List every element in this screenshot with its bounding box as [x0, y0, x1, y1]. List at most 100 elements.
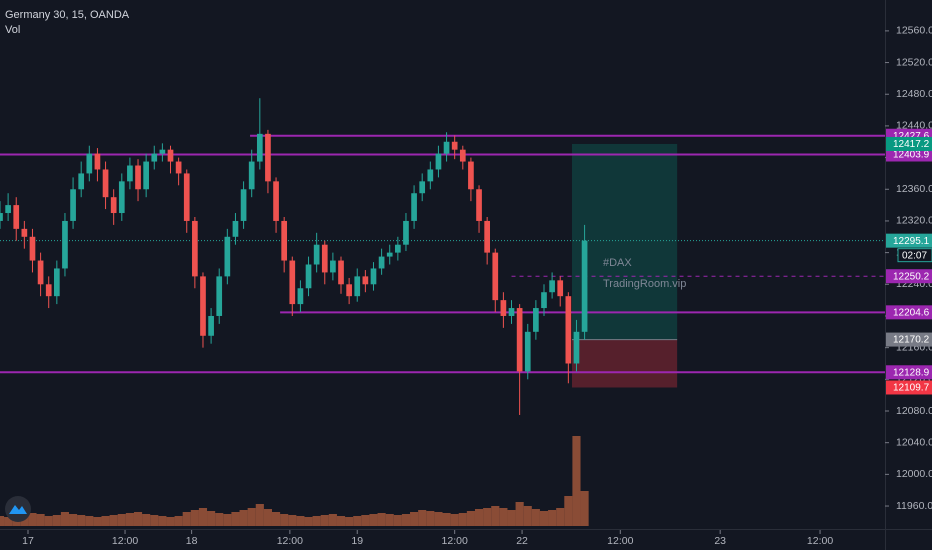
y-tick-label: 12000.0 [896, 468, 932, 480]
stop-zone [572, 339, 678, 388]
target-zone [572, 143, 678, 340]
candle-body [13, 205, 20, 229]
candle-body [37, 260, 44, 285]
candle-body [143, 161, 149, 190]
x-tick-label: 22 [516, 535, 528, 547]
volume-bar [499, 508, 508, 526]
candle-body [151, 153, 158, 162]
volume-bar [426, 511, 435, 526]
candle-body [256, 133, 263, 162]
candle-body [524, 331, 531, 372]
volume-bar [109, 515, 118, 526]
volume-bar [215, 513, 224, 526]
entry-label: 12170.2 [893, 335, 930, 346]
volume-bar [28, 513, 37, 526]
volume-bar [328, 514, 337, 526]
y-tick-label: 11960.0 [896, 500, 932, 512]
candle-body [346, 284, 352, 297]
candle-body [45, 284, 52, 297]
volume-bar [93, 517, 102, 526]
candle-body [516, 308, 523, 372]
volume-bar [361, 515, 370, 526]
volume-bar [466, 511, 475, 526]
volume-bar [393, 515, 402, 526]
volume-bar [523, 506, 532, 526]
volume-bar [474, 509, 484, 526]
candle-body [200, 276, 206, 336]
candle-body [403, 220, 409, 245]
candle-body [289, 260, 296, 305]
volume-bar [385, 514, 394, 526]
volume-bar [580, 491, 589, 526]
candle-body [273, 181, 279, 221]
volume-bar [0, 516, 5, 526]
candle-body [0, 213, 3, 221]
candle-body [5, 205, 11, 214]
candle-body [386, 252, 393, 257]
candle-body [370, 268, 377, 285]
volume-bar [442, 513, 451, 526]
candle-body [208, 315, 214, 336]
y-tick-label: 12520.0 [896, 56, 932, 68]
candle-body [62, 220, 68, 269]
candle-body [378, 256, 385, 269]
candle-body [192, 220, 198, 277]
volume-bar [133, 512, 143, 526]
volume-bar [247, 508, 256, 526]
volume-label: Vol [5, 24, 20, 36]
candle-body [476, 189, 482, 221]
logo [5, 496, 31, 522]
volume-bar [36, 514, 45, 526]
candle-body [557, 280, 564, 297]
volume-bar [255, 504, 264, 526]
candle-body [435, 153, 442, 170]
level-label: 12204.6 [893, 307, 930, 318]
volume-bar [353, 516, 362, 526]
candle-body [86, 153, 93, 174]
volume-bar [4, 517, 13, 526]
volume-bar [410, 512, 419, 526]
candle-body [110, 197, 117, 214]
volume-bar [60, 512, 70, 526]
volume-bar [450, 514, 459, 526]
volume-bar [158, 516, 167, 526]
volume-bar [401, 514, 411, 526]
volume-bar [564, 496, 573, 526]
volume-bar [515, 502, 524, 526]
x-tick-label: 12:00 [807, 535, 833, 547]
candle-body [297, 288, 304, 305]
volume-bar [336, 516, 346, 526]
candle-body [265, 133, 271, 182]
y-tick-label: 12320.0 [896, 215, 932, 227]
level-label-box [886, 147, 932, 162]
candle-body [459, 149, 466, 162]
volume-bar [548, 510, 557, 526]
y-tick-label: 12560.0 [896, 25, 932, 37]
volume-bar [531, 509, 540, 526]
x-tick-label: 12:00 [112, 535, 138, 547]
volume-bar [539, 511, 549, 526]
level-label: 12250.2 [893, 271, 930, 282]
candle-body [321, 244, 328, 273]
volume-bar [190, 510, 199, 526]
volume-bar [207, 511, 216, 526]
candle-body [565, 296, 572, 364]
candle-body [159, 149, 166, 154]
candle-body [419, 181, 426, 194]
stop-label: 12109.7 [893, 383, 930, 394]
x-tick-label: 17 [22, 535, 34, 547]
candle-body [240, 189, 247, 221]
candle-body [232, 220, 239, 237]
candle-body [216, 276, 223, 316]
x-tick-label: 12:00 [442, 535, 468, 547]
volume-bar [377, 513, 386, 526]
volume-bar [231, 512, 240, 526]
volume-bar [458, 513, 467, 526]
volume-bar [572, 436, 581, 526]
volume-bar [312, 516, 321, 526]
candle-body [508, 308, 515, 316]
logo-mark [9, 505, 27, 514]
candle-body [354, 276, 361, 297]
